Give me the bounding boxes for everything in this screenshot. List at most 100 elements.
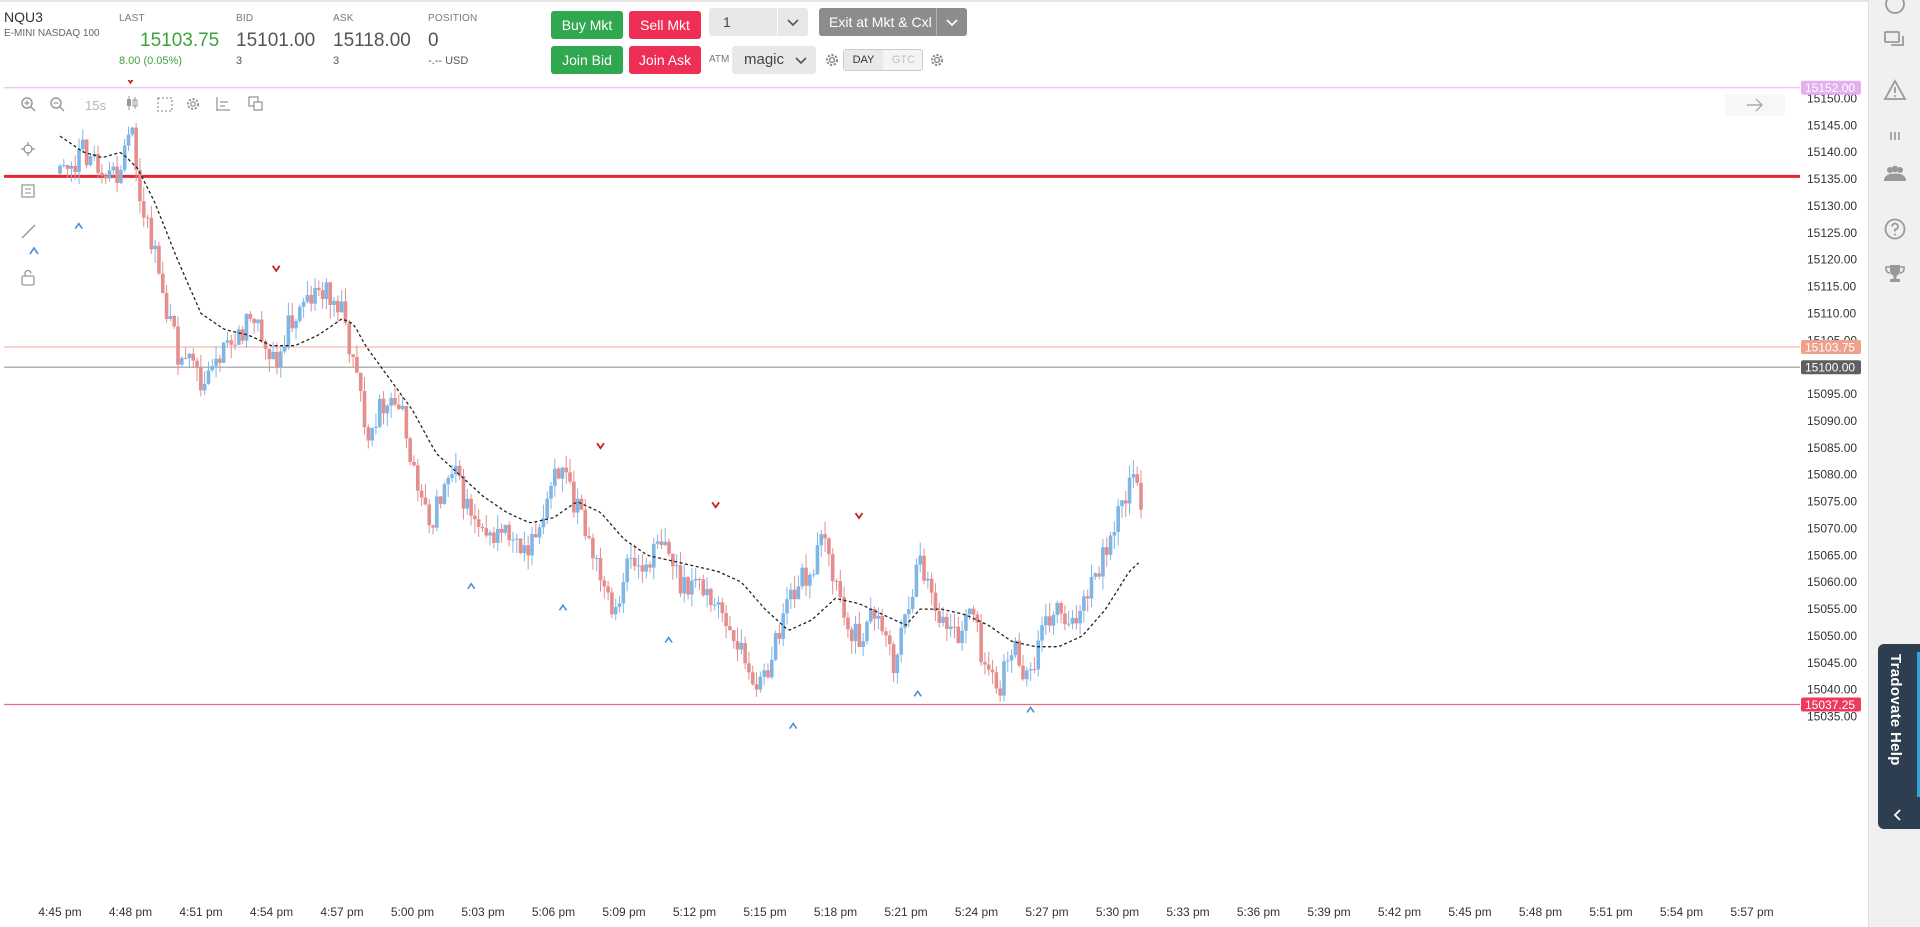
- price-chart[interactable]: 15035.00 15040.00 15045.00 15050.00 15055.00…: [0, 80, 1868, 927]
- up-candle: [629, 557, 633, 559]
- price-tick-label: 15050.00: [1807, 629, 1857, 643]
- down-candle: [233, 344, 237, 346]
- up-candle: [903, 614, 907, 628]
- tif-day-option[interactable]: DAY: [844, 50, 883, 70]
- down-candle: [591, 538, 595, 559]
- up-candle: [377, 398, 382, 427]
- up-candle: [385, 405, 390, 414]
- trophy-icon[interactable]: [1883, 262, 1907, 286]
- swing-high-marker: [854, 512, 864, 520]
- down-candle: [709, 588, 713, 606]
- join-bid-button[interactable]: Join Bid: [551, 46, 623, 74]
- last-change: 8.00 (0.05%): [119, 55, 182, 67]
- up-candle: [1116, 506, 1120, 533]
- chart-settings-gear-icon[interactable]: [187, 98, 199, 110]
- chevron-down-icon[interactable]: [777, 8, 808, 36]
- price-tick-label: 15135.00: [1807, 172, 1857, 186]
- quantity-select[interactable]: 1: [709, 8, 808, 36]
- layout-icon[interactable]: [248, 96, 263, 111]
- down-candle: [1135, 474, 1139, 483]
- price-tick-label: 15090.00: [1807, 414, 1857, 428]
- price-level-tag: 15100.00: [1801, 360, 1861, 375]
- up-candle: [705, 588, 709, 596]
- down-candle: [275, 351, 279, 368]
- last-price-tag-label: 15103.75: [1805, 341, 1855, 355]
- drawing-tools-icon[interactable]: [21, 184, 35, 198]
- down-candle: [100, 172, 104, 176]
- buy-market-button[interactable]: Buy Mkt: [551, 11, 623, 39]
- down-candle: [492, 532, 496, 543]
- zoom-out-icon[interactable]: [50, 97, 65, 112]
- chat-icon[interactable]: [1883, 28, 1907, 52]
- atm-settings-gear-icon[interactable]: [824, 52, 840, 68]
- zoom-in-icon[interactable]: [21, 97, 36, 112]
- interval-selector[interactable]: 15s: [85, 98, 106, 113]
- time-axis[interactable]: 4:45 pm 4:48 pm 4:51 pm 4:54 pm 4:57 pm 5:00 …: [38, 905, 1773, 919]
- community-icon[interactable]: [1883, 162, 1907, 186]
- up-candle: [286, 315, 291, 347]
- down-candle: [697, 578, 702, 580]
- up-candle: [450, 474, 454, 479]
- atm-strategy-select[interactable]: magic: [732, 46, 816, 74]
- down-candle: [766, 670, 770, 678]
- time-tick-label: 5:54 pm: [1660, 905, 1703, 919]
- exit-at-market-button[interactable]: Exit at Mkt & Cxl: [819, 8, 967, 36]
- swing-high-marker: [711, 501, 720, 509]
- down-candle: [320, 290, 325, 299]
- up-candle: [511, 539, 515, 541]
- price-tick-label: 15065.00: [1807, 548, 1857, 562]
- time-tick-label: 5:06 pm: [532, 905, 575, 919]
- info-icon[interactable]: [1883, 0, 1907, 16]
- down-candle: [834, 581, 839, 583]
- instrument-info[interactable]: NQU3 E-MINI NASDAQ 100: [4, 9, 100, 39]
- up-candle: [811, 574, 816, 576]
- position-value: 0: [428, 30, 439, 51]
- down-candle: [507, 524, 511, 541]
- up-candle: [1120, 500, 1124, 507]
- tif-settings-gear-icon[interactable]: [929, 52, 945, 68]
- lock-icon[interactable]: [21, 269, 35, 286]
- last-price: 15103.75: [140, 30, 220, 51]
- tif-gtc-option[interactable]: GTC: [891, 54, 916, 66]
- help-icon[interactable]: [1883, 217, 1907, 241]
- down-candle: [971, 608, 976, 615]
- tradovate-help-tab[interactable]: Tradovate Help: [1878, 644, 1920, 829]
- down-candle: [602, 580, 607, 587]
- instrument-symbol[interactable]: NQU3: [4, 9, 43, 25]
- up-candle: [545, 498, 550, 519]
- down-candle: [830, 554, 835, 582]
- low-price-tag-background: [1801, 697, 1861, 712]
- down-candle: [568, 472, 572, 482]
- up-candle: [815, 545, 820, 575]
- up-candle: [301, 301, 306, 307]
- down-candle: [579, 498, 584, 510]
- candle-style-icon[interactable]: [127, 96, 138, 110]
- chevron-left-icon[interactable]: [1892, 809, 1904, 821]
- expand-tools-icon[interactable]: [29, 246, 39, 255]
- down-candle: [351, 354, 355, 357]
- sell-market-button[interactable]: Sell Mkt: [629, 11, 701, 39]
- down-candle: [267, 348, 272, 360]
- up-candle: [537, 527, 542, 538]
- bars-icon[interactable]: [1883, 124, 1907, 148]
- moving-average-series: [59, 135, 1140, 648]
- up-candle: [77, 149, 81, 173]
- up-candle: [861, 641, 865, 647]
- chevron-down-icon[interactable]: [936, 8, 967, 36]
- indicators-icon[interactable]: [216, 97, 230, 111]
- up-candle: [1044, 616, 1048, 626]
- price-tick-label: 15115.00: [1807, 280, 1856, 294]
- up-candle: [214, 358, 218, 366]
- crosshair-icon[interactable]: [21, 142, 35, 156]
- up-candle: [625, 558, 629, 583]
- price-tick-label: 15095.00: [1807, 387, 1857, 401]
- trendline-icon[interactable]: [21, 224, 36, 239]
- time-tick-label: 5:48 pm: [1519, 905, 1562, 919]
- box-select-icon[interactable]: [157, 97, 173, 112]
- price-axis[interactable]: 15035.00 15040.00 15045.00 15050.00 15055.00…: [1807, 91, 1857, 723]
- up-candle: [1070, 617, 1075, 624]
- join-ask-button[interactable]: Join Ask: [629, 46, 701, 74]
- alert-icon[interactable]: [1883, 78, 1907, 102]
- up-candle: [800, 567, 805, 587]
- down-candle: [115, 166, 119, 184]
